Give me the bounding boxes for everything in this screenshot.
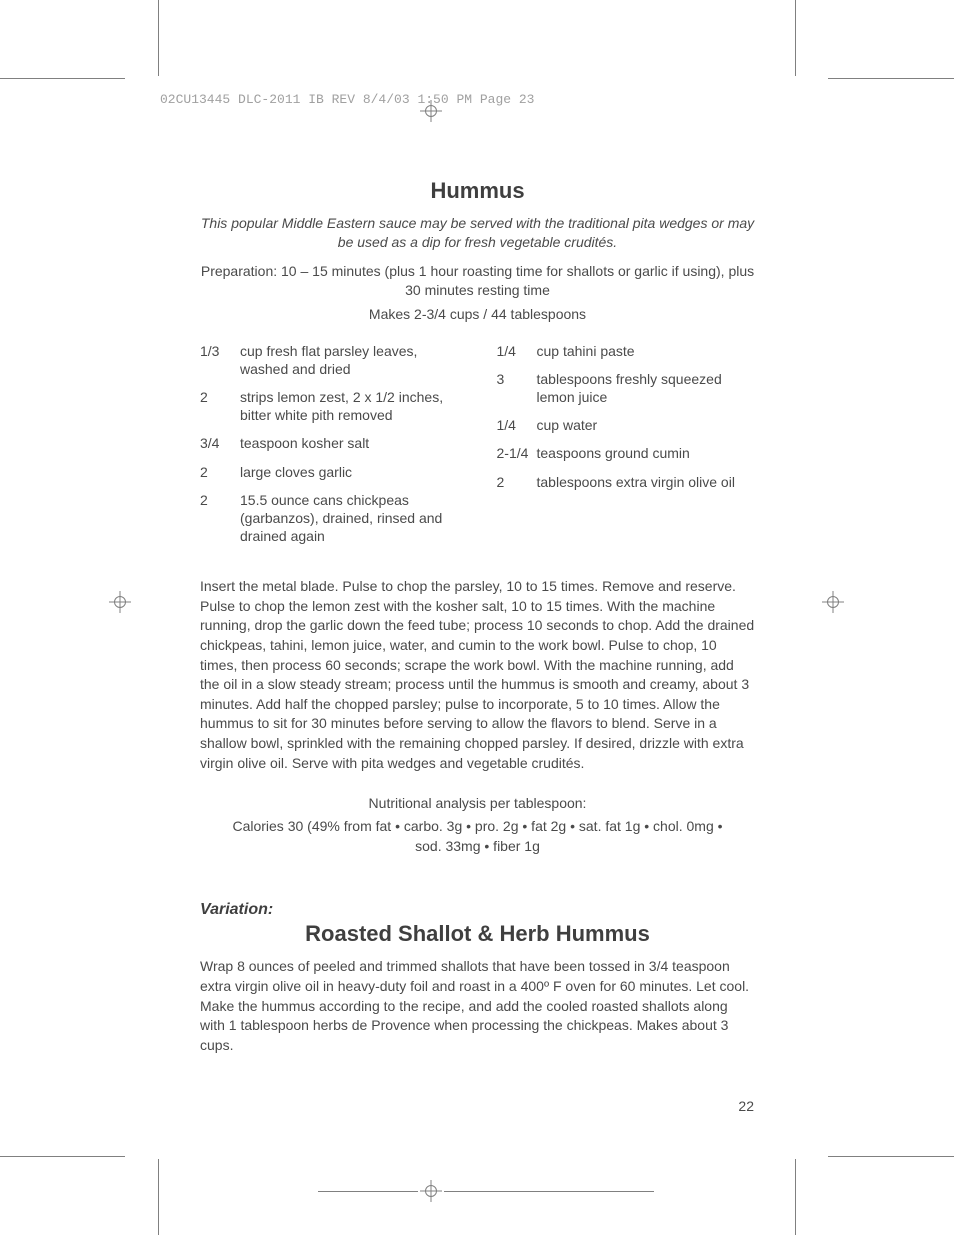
crop-mark — [444, 1191, 654, 1192]
ingredient-desc: cup tahini paste — [537, 342, 756, 360]
ingredient-desc: large cloves garlic — [240, 463, 459, 481]
ingredient-row: 3/4teaspoon kosher salt — [200, 434, 459, 452]
crop-mark — [795, 0, 796, 76]
recipe-blurb: This popular Middle Eastern sauce may be… — [200, 214, 755, 252]
ingredient-qty: 2 — [200, 491, 240, 509]
crop-mark — [158, 0, 159, 76]
ingredient-row: 2-1/4teaspoons ground cumin — [497, 444, 756, 462]
yield: Makes 2-3/4 cups / 44 tablespoons — [200, 306, 755, 322]
nutrition-heading: Nutritional analysis per tablespoon: — [200, 795, 755, 811]
variation-title: Roasted Shallot & Herb Hummus — [200, 921, 755, 947]
ingredient-desc: cup fresh flat parsley leaves, washed an… — [240, 342, 459, 378]
nutrition-body: Calories 30 (49% from fat • carbo. 3g • … — [200, 817, 755, 856]
ingredient-desc: 15.5 ounce cans chickpeas (garbanzos), d… — [240, 491, 459, 546]
ingredient-qty: 3/4 — [200, 434, 240, 452]
registration-mark — [109, 591, 131, 613]
prep-time: Preparation: 10 – 15 minutes (plus 1 hou… — [200, 262, 755, 300]
ingredient-qty: 2 — [497, 473, 537, 491]
page-content: Hummus This popular Middle Eastern sauce… — [200, 178, 755, 1077]
ingredient-row: 1/4cup tahini paste — [497, 342, 756, 360]
ingredient-row: 2strips lemon zest, 2 x 1/2 inches, bitt… — [200, 388, 459, 424]
ingredients: 1/3cup fresh flat parsley leaves, washed… — [200, 342, 755, 556]
ingredient-row: 2tablespoons extra virgin olive oil — [497, 473, 756, 491]
crop-mark — [795, 1159, 796, 1235]
registration-mark — [420, 1180, 442, 1202]
registration-mark — [822, 591, 844, 613]
ingredient-qty: 2-1/4 — [497, 444, 537, 462]
crop-mark — [0, 78, 125, 79]
ingredient-row: 215.5 ounce cans chickpeas (garbanzos), … — [200, 491, 459, 546]
crop-mark — [828, 78, 954, 79]
ingredient-qty: 1/4 — [497, 342, 537, 360]
ingredient-desc: cup water — [537, 416, 756, 434]
ingredient-qty: 1/4 — [497, 416, 537, 434]
ingredient-desc: tablespoons extra virgin olive oil — [537, 473, 756, 491]
ingredient-row: 1/4cup water — [497, 416, 756, 434]
page-number: 22 — [738, 1098, 754, 1114]
slug-line: 02CU13445 DLC-2011 IB REV 8/4/03 1:50 PM… — [160, 92, 534, 107]
variation-body: Wrap 8 ounces of peeled and trimmed shal… — [200, 957, 755, 1055]
crop-mark — [828, 1156, 954, 1157]
crop-mark — [318, 1191, 418, 1192]
ingredients-col-right: 1/4cup tahini paste3tablespoons freshly … — [497, 342, 756, 556]
ingredient-desc: teaspoon kosher salt — [240, 434, 459, 452]
ingredient-row: 3tablespoons freshly squeezed lemon juic… — [497, 370, 756, 406]
ingredient-row: 1/3cup fresh flat parsley leaves, washed… — [200, 342, 459, 378]
ingredient-qty: 3 — [497, 370, 537, 388]
ingredient-desc: strips lemon zest, 2 x 1/2 inches, bitte… — [240, 388, 459, 424]
ingredient-qty: 2 — [200, 388, 240, 406]
ingredient-desc: teaspoons ground cumin — [537, 444, 756, 462]
crop-mark — [158, 1159, 159, 1235]
ingredient-row: 2large cloves garlic — [200, 463, 459, 481]
ingredient-desc: tablespoons freshly squeezed lemon juice — [537, 370, 756, 406]
ingredient-qty: 1/3 — [200, 342, 240, 360]
ingredient-qty: 2 — [200, 463, 240, 481]
variation-label: Variation: — [200, 901, 755, 919]
instructions: Insert the metal blade. Pulse to chop th… — [200, 577, 755, 773]
crop-mark — [0, 1156, 125, 1157]
ingredients-col-left: 1/3cup fresh flat parsley leaves, washed… — [200, 342, 459, 556]
recipe-title: Hummus — [200, 178, 755, 204]
